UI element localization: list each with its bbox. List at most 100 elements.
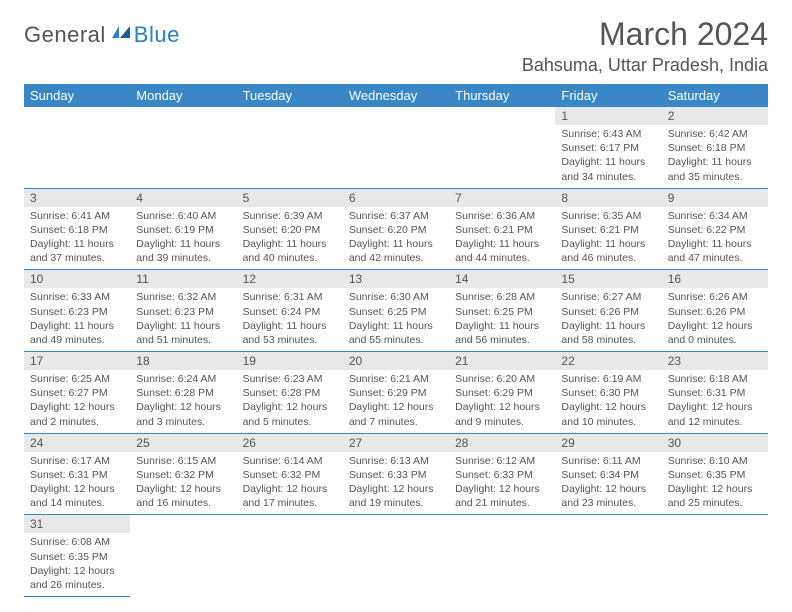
calendar-cell: 13Sunrise: 6:30 AMSunset: 6:25 PMDayligh… — [343, 270, 449, 352]
day-number: 27 — [343, 434, 449, 452]
day-details: Sunrise: 6:28 AMSunset: 6:25 PMDaylight:… — [449, 288, 555, 351]
day-number: 24 — [24, 434, 130, 452]
weekday-header: Monday — [130, 84, 236, 107]
day-number: 26 — [237, 434, 343, 452]
calendar-cell — [237, 515, 343, 597]
weekday-header: Tuesday — [237, 84, 343, 107]
day-number: 29 — [555, 434, 661, 452]
day-details: Sunrise: 6:19 AMSunset: 6:30 PMDaylight:… — [555, 370, 661, 433]
calendar-body: 1Sunrise: 6:43 AMSunset: 6:17 PMDaylight… — [24, 107, 768, 597]
day-number: 20 — [343, 352, 449, 370]
day-details: Sunrise: 6:21 AMSunset: 6:29 PMDaylight:… — [343, 370, 449, 433]
day-number: 14 — [449, 270, 555, 288]
calendar-cell: 14Sunrise: 6:28 AMSunset: 6:25 PMDayligh… — [449, 270, 555, 352]
calendar-cell — [343, 515, 449, 597]
calendar-cell: 18Sunrise: 6:24 AMSunset: 6:28 PMDayligh… — [130, 352, 236, 434]
day-number: 5 — [237, 189, 343, 207]
flag-icon — [111, 24, 131, 47]
day-details: Sunrise: 6:14 AMSunset: 6:32 PMDaylight:… — [237, 452, 343, 515]
day-number: 11 — [130, 270, 236, 288]
header: General Blue March 2024 Bahsuma, Uttar P… — [24, 16, 768, 82]
day-details: Sunrise: 6:32 AMSunset: 6:23 PMDaylight:… — [130, 288, 236, 351]
calendar-cell: 1Sunrise: 6:43 AMSunset: 6:17 PMDaylight… — [555, 107, 661, 188]
calendar-cell: 28Sunrise: 6:12 AMSunset: 6:33 PMDayligh… — [449, 433, 555, 515]
day-number: 16 — [662, 270, 768, 288]
calendar-cell: 31Sunrise: 6:08 AMSunset: 6:35 PMDayligh… — [24, 515, 130, 597]
day-details: Sunrise: 6:10 AMSunset: 6:35 PMDaylight:… — [662, 452, 768, 515]
day-number: 7 — [449, 189, 555, 207]
calendar-cell: 22Sunrise: 6:19 AMSunset: 6:30 PMDayligh… — [555, 352, 661, 434]
calendar-table: SundayMondayTuesdayWednesdayThursdayFrid… — [24, 84, 768, 597]
calendar-cell: 7Sunrise: 6:36 AMSunset: 6:21 PMDaylight… — [449, 188, 555, 270]
day-number: 17 — [24, 352, 130, 370]
day-details: Sunrise: 6:18 AMSunset: 6:31 PMDaylight:… — [662, 370, 768, 433]
day-number: 30 — [662, 434, 768, 452]
logo-text-blue: Blue — [134, 22, 180, 48]
day-number: 28 — [449, 434, 555, 452]
day-details: Sunrise: 6:20 AMSunset: 6:29 PMDaylight:… — [449, 370, 555, 433]
calendar-cell — [449, 107, 555, 188]
weekday-header: Thursday — [449, 84, 555, 107]
calendar-week-row: 10Sunrise: 6:33 AMSunset: 6:23 PMDayligh… — [24, 270, 768, 352]
weekday-header: Sunday — [24, 84, 130, 107]
day-number: 15 — [555, 270, 661, 288]
calendar-cell: 11Sunrise: 6:32 AMSunset: 6:23 PMDayligh… — [130, 270, 236, 352]
calendar-cell: 16Sunrise: 6:26 AMSunset: 6:26 PMDayligh… — [662, 270, 768, 352]
day-number: 10 — [24, 270, 130, 288]
location-subtitle: Bahsuma, Uttar Pradesh, India — [522, 55, 768, 76]
day-details: Sunrise: 6:40 AMSunset: 6:19 PMDaylight:… — [130, 207, 236, 270]
day-details: Sunrise: 6:35 AMSunset: 6:21 PMDaylight:… — [555, 207, 661, 270]
weekday-header: Saturday — [662, 84, 768, 107]
calendar-week-row: 3Sunrise: 6:41 AMSunset: 6:18 PMDaylight… — [24, 188, 768, 270]
calendar-cell — [555, 515, 661, 597]
calendar-cell: 20Sunrise: 6:21 AMSunset: 6:29 PMDayligh… — [343, 352, 449, 434]
day-details: Sunrise: 6:08 AMSunset: 6:35 PMDaylight:… — [24, 533, 130, 596]
calendar-cell — [343, 107, 449, 188]
calendar-cell: 4Sunrise: 6:40 AMSunset: 6:19 PMDaylight… — [130, 188, 236, 270]
calendar-cell: 23Sunrise: 6:18 AMSunset: 6:31 PMDayligh… — [662, 352, 768, 434]
calendar-cell — [662, 515, 768, 597]
calendar-week-row: 17Sunrise: 6:25 AMSunset: 6:27 PMDayligh… — [24, 352, 768, 434]
day-number: 9 — [662, 189, 768, 207]
logo: General Blue — [24, 22, 180, 48]
calendar-cell: 15Sunrise: 6:27 AMSunset: 6:26 PMDayligh… — [555, 270, 661, 352]
day-details: Sunrise: 6:23 AMSunset: 6:28 PMDaylight:… — [237, 370, 343, 433]
calendar-cell: 26Sunrise: 6:14 AMSunset: 6:32 PMDayligh… — [237, 433, 343, 515]
calendar-cell — [237, 107, 343, 188]
calendar-cell — [24, 107, 130, 188]
day-details: Sunrise: 6:25 AMSunset: 6:27 PMDaylight:… — [24, 370, 130, 433]
day-number: 18 — [130, 352, 236, 370]
calendar-cell: 17Sunrise: 6:25 AMSunset: 6:27 PMDayligh… — [24, 352, 130, 434]
day-details: Sunrise: 6:24 AMSunset: 6:28 PMDaylight:… — [130, 370, 236, 433]
day-details: Sunrise: 6:30 AMSunset: 6:25 PMDaylight:… — [343, 288, 449, 351]
day-details: Sunrise: 6:43 AMSunset: 6:17 PMDaylight:… — [555, 125, 661, 188]
day-number: 23 — [662, 352, 768, 370]
calendar-cell: 19Sunrise: 6:23 AMSunset: 6:28 PMDayligh… — [237, 352, 343, 434]
day-details: Sunrise: 6:26 AMSunset: 6:26 PMDaylight:… — [662, 288, 768, 351]
day-details: Sunrise: 6:17 AMSunset: 6:31 PMDaylight:… — [24, 452, 130, 515]
calendar-cell: 9Sunrise: 6:34 AMSunset: 6:22 PMDaylight… — [662, 188, 768, 270]
day-number: 6 — [343, 189, 449, 207]
day-number: 4 — [130, 189, 236, 207]
weekday-header-row: SundayMondayTuesdayWednesdayThursdayFrid… — [24, 84, 768, 107]
day-number: 31 — [24, 515, 130, 533]
calendar-week-row: 24Sunrise: 6:17 AMSunset: 6:31 PMDayligh… — [24, 433, 768, 515]
day-number: 1 — [555, 107, 661, 125]
day-details: Sunrise: 6:27 AMSunset: 6:26 PMDaylight:… — [555, 288, 661, 351]
calendar-cell: 30Sunrise: 6:10 AMSunset: 6:35 PMDayligh… — [662, 433, 768, 515]
calendar-cell: 2Sunrise: 6:42 AMSunset: 6:18 PMDaylight… — [662, 107, 768, 188]
calendar-cell: 8Sunrise: 6:35 AMSunset: 6:21 PMDaylight… — [555, 188, 661, 270]
day-details: Sunrise: 6:13 AMSunset: 6:33 PMDaylight:… — [343, 452, 449, 515]
weekday-header: Wednesday — [343, 84, 449, 107]
day-number: 13 — [343, 270, 449, 288]
day-number: 21 — [449, 352, 555, 370]
day-details: Sunrise: 6:15 AMSunset: 6:32 PMDaylight:… — [130, 452, 236, 515]
calendar-cell: 24Sunrise: 6:17 AMSunset: 6:31 PMDayligh… — [24, 433, 130, 515]
day-number: 2 — [662, 107, 768, 125]
day-details: Sunrise: 6:12 AMSunset: 6:33 PMDaylight:… — [449, 452, 555, 515]
calendar-cell — [130, 515, 236, 597]
day-details: Sunrise: 6:37 AMSunset: 6:20 PMDaylight:… — [343, 207, 449, 270]
day-details: Sunrise: 6:11 AMSunset: 6:34 PMDaylight:… — [555, 452, 661, 515]
day-number: 22 — [555, 352, 661, 370]
day-number: 25 — [130, 434, 236, 452]
